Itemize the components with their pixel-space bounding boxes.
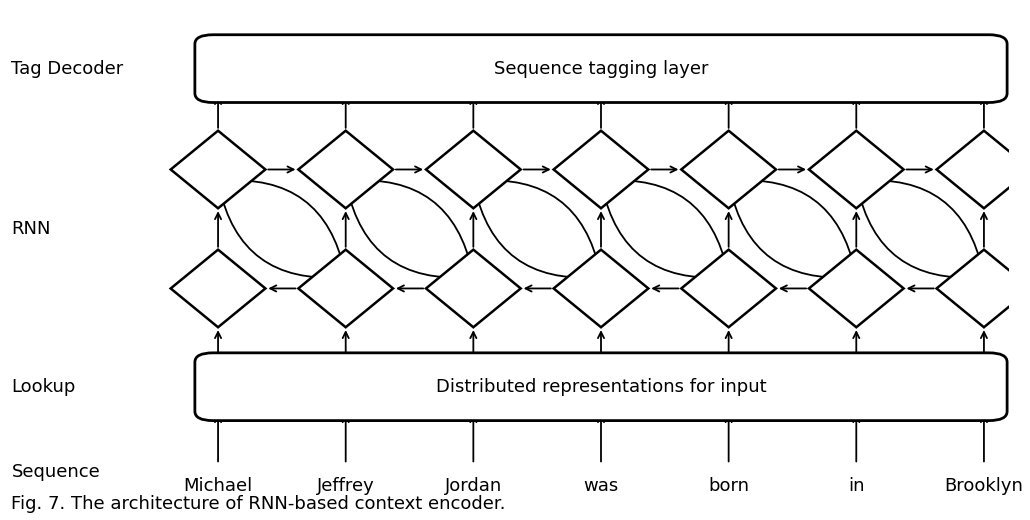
Polygon shape (299, 250, 393, 327)
Polygon shape (171, 250, 266, 327)
Polygon shape (681, 250, 776, 327)
Text: Lookup: Lookup (11, 378, 76, 396)
Polygon shape (809, 250, 903, 327)
Text: Sequence tagging layer: Sequence tagging layer (493, 60, 709, 77)
Polygon shape (809, 131, 903, 209)
Text: was: was (583, 477, 619, 495)
Polygon shape (426, 131, 521, 209)
FancyBboxPatch shape (195, 35, 1007, 102)
Text: Jordan: Jordan (445, 477, 502, 495)
Polygon shape (936, 250, 1030, 327)
Polygon shape (554, 250, 648, 327)
Polygon shape (299, 131, 393, 209)
Polygon shape (171, 131, 266, 209)
Text: RNN: RNN (11, 220, 50, 238)
Polygon shape (681, 131, 776, 209)
Text: Tag Decoder: Tag Decoder (11, 60, 124, 77)
Text: in: in (848, 477, 864, 495)
Polygon shape (936, 131, 1030, 209)
Text: Brooklyn: Brooklyn (945, 477, 1024, 495)
Text: Fig. 7. The architecture of RNN-based context encoder.: Fig. 7. The architecture of RNN-based co… (11, 496, 506, 513)
Text: Sequence: Sequence (11, 463, 100, 481)
Text: Michael: Michael (183, 477, 252, 495)
Polygon shape (554, 131, 648, 209)
FancyBboxPatch shape (195, 353, 1007, 421)
Text: Jeffrey: Jeffrey (317, 477, 375, 495)
Polygon shape (426, 250, 521, 327)
Text: Distributed representations for input: Distributed representations for input (436, 378, 766, 396)
Text: born: born (709, 477, 749, 495)
